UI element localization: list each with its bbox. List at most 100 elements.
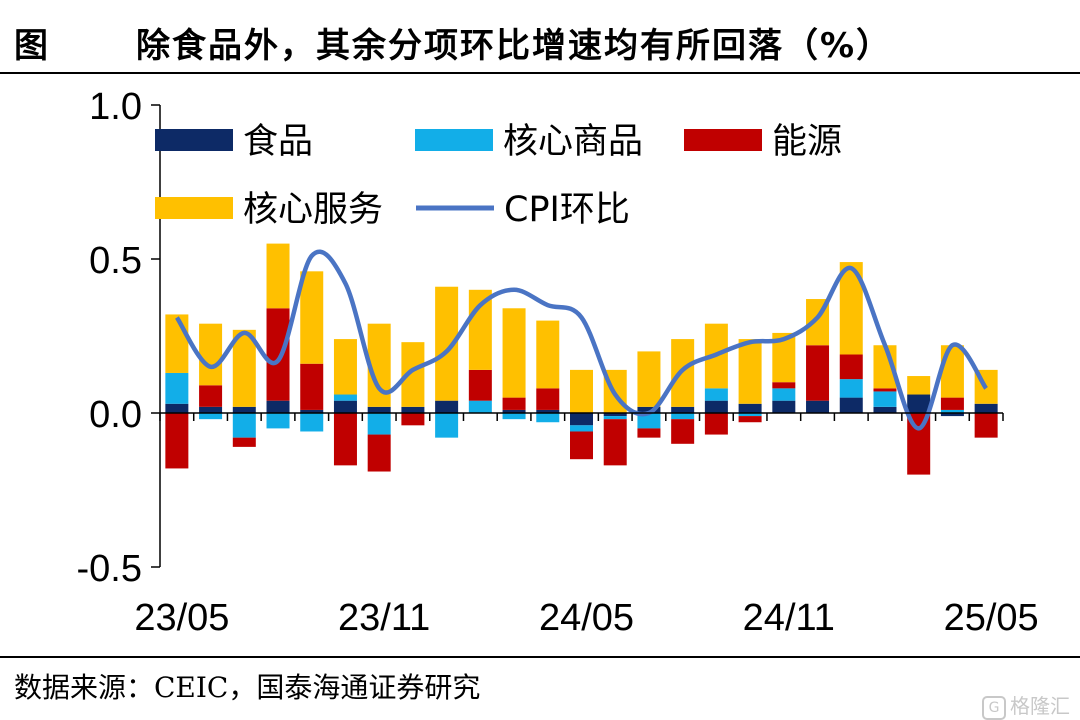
bar-能源-23/07 — [232, 437, 256, 447]
bar-核心服务-24/11 — [772, 332, 796, 383]
watermark-text: 格隆汇 — [1010, 694, 1070, 718]
bar-食品-25/01 — [839, 397, 863, 413]
bar-食品-25/04 — [940, 413, 964, 417]
bar-核心商品-24/01 — [435, 413, 459, 438]
bar-食品-23/12 — [401, 406, 425, 413]
bar-核心商品-24/08 — [671, 413, 695, 420]
bar-能源-23/09 — [300, 363, 324, 410]
legend-label: 食品 — [243, 122, 313, 162]
bar-核心商品-23/07 — [232, 413, 256, 438]
bar-食品-23/08 — [266, 400, 290, 413]
bar-食品-24/03 — [502, 409, 526, 413]
bar-核心商品-24/04 — [536, 413, 560, 423]
y-tick-label: -0.5 — [77, 548, 142, 590]
bar-食品-23/11 — [367, 406, 391, 413]
y-tick-label: 0.0 — [89, 394, 142, 436]
bar-核心服务-24/07 — [637, 351, 661, 407]
bar-能源-23/11 — [367, 434, 391, 472]
legend-label: 核心商品 — [503, 122, 643, 162]
bar-能源-24/08 — [671, 419, 695, 444]
bar-能源-25/05 — [974, 413, 998, 438]
bar-能源-23/08 — [266, 308, 290, 401]
bar-食品-24/01 — [435, 400, 459, 413]
bar-能源-24/03 — [502, 397, 526, 410]
axes-layer: 1.0 0.5 0.0 -0.5 23/05 23/11 24/05 24/11 25/05 — [77, 86, 1039, 639]
figure-label: 图 — [14, 26, 48, 66]
title-bar: 图 除食品外，其余分项环比增速均有所回落（%） — [0, 0, 1080, 74]
bar-核心服务-23/12 — [401, 342, 425, 407]
bar-核心商品-23/11 — [367, 413, 391, 435]
bar-核心服务-24/04 — [536, 320, 560, 389]
bar-核心服务-23/08 — [266, 243, 290, 309]
bar-能源-24/11 — [772, 382, 796, 389]
bar-食品-24/10 — [738, 403, 762, 413]
bar-核心商品-25/04 — [940, 409, 964, 413]
bar-能源-23/06 — [199, 385, 223, 407]
bar-核心服务-24/05 — [570, 369, 593, 413]
bar-核心服务-23/07 — [232, 329, 256, 407]
bar-食品-24/05 — [570, 413, 593, 426]
legend-label: 核心服务 — [243, 190, 383, 230]
legend-label: CPI环比 — [504, 190, 630, 230]
bar-能源-24/05 — [570, 431, 593, 460]
bar-核心商品-24/07 — [637, 413, 661, 429]
bar-核心商品-24/05 — [570, 425, 593, 432]
bar-核心服务-23/06 — [199, 323, 223, 386]
bar-核心商品-24/02 — [468, 400, 492, 413]
bar-核心商品-25/01 — [839, 379, 863, 398]
bar-核心商品-24/10 — [738, 413, 762, 417]
bar-能源-24/04 — [536, 388, 560, 410]
bar-食品-25/05 — [974, 403, 998, 413]
bar-核心服务-25/01 — [839, 262, 863, 355]
watermark-logo-icon: G — [982, 695, 1006, 720]
bar-能源-24/07 — [637, 428, 661, 438]
bar-核心商品-23/06 — [199, 413, 223, 420]
bar-食品-25/02 — [873, 406, 897, 413]
legend-swatch — [415, 129, 493, 151]
bar-食品-24/12 — [806, 400, 830, 413]
legend-swatch — [155, 197, 233, 219]
bar-layer — [165, 243, 998, 475]
bar-核心商品-24/11 — [772, 388, 796, 401]
bar-核心服务-23/10 — [333, 339, 357, 395]
bar-食品-24/06 — [603, 413, 627, 417]
bar-核心服务-23/11 — [367, 323, 391, 407]
bar-核心服务-25/03 — [907, 376, 931, 395]
bar-核心服务-23/09 — [300, 271, 324, 364]
legend-label: 能源 — [772, 122, 842, 162]
bar-能源-24/09 — [704, 413, 728, 435]
bar-食品-25/03 — [907, 394, 931, 413]
bar-能源-23/12 — [401, 413, 425, 426]
bar-食品-24/04 — [536, 409, 560, 413]
bar-核心服务-23/05 — [165, 314, 189, 373]
source-bar: 数据来源：CEIC，国泰海通证券研究 G 格隆汇 — [0, 656, 1080, 720]
bar-能源-24/10 — [738, 416, 762, 423]
stacked-bar-chart: 1.0 0.5 0.0 -0.5 23/05 23/11 24/05 24/11 25/05 食… — [77, 86, 1039, 639]
y-tick-label: 1.0 — [89, 86, 142, 128]
bar-食品-23/05 — [165, 403, 189, 413]
x-tick-label: 25/05 — [944, 597, 1039, 639]
bar-核心服务-25/04 — [940, 345, 964, 398]
x-tick-label: 23/11 — [338, 597, 430, 639]
bar-食品-24/09 — [704, 400, 728, 413]
bar-能源-25/01 — [839, 354, 863, 380]
x-tick-label: 23/05 — [134, 597, 229, 639]
y-tick-label: 0.5 — [89, 240, 142, 282]
line-layer — [174, 249, 988, 431]
bar-能源-23/10 — [333, 413, 357, 466]
legend-swatch — [155, 129, 233, 151]
watermark: G 格隆汇 — [982, 690, 1070, 720]
bar-核心商品-25/02 — [873, 391, 897, 407]
x-tick-label: 24/05 — [539, 597, 634, 639]
bar-食品-23/07 — [232, 406, 256, 413]
legend-swatch — [684, 129, 762, 151]
chart-title: 除食品外，其余分项环比增速均有所回落（%） — [136, 26, 893, 66]
bar-食品-24/11 — [772, 400, 796, 413]
bar-核心商品-23/10 — [333, 394, 357, 401]
bar-能源-25/02 — [873, 388, 897, 392]
bar-能源-24/12 — [806, 345, 830, 401]
bar-核心商品-23/05 — [165, 372, 189, 404]
data-source: 数据来源：CEIC，国泰海通证券研究 — [14, 671, 481, 704]
bar-核心服务-24/10 — [738, 339, 762, 404]
cpi-mom-line — [174, 249, 988, 431]
